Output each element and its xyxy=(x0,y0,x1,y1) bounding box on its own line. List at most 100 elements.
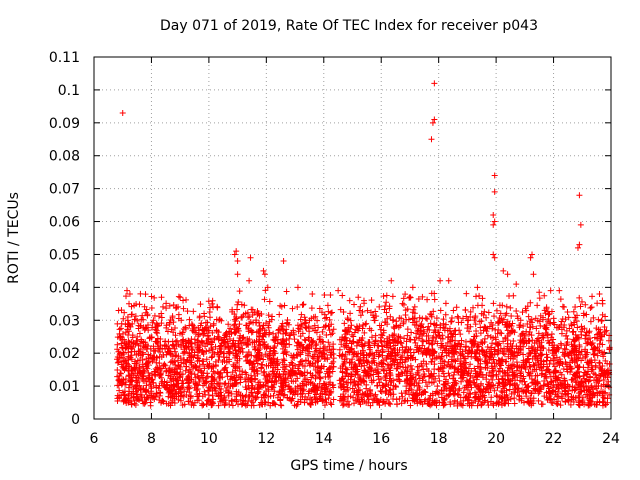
data-point xyxy=(375,360,382,367)
data-point xyxy=(114,382,121,389)
data-point xyxy=(286,341,293,348)
data-point xyxy=(358,360,365,367)
data-point xyxy=(262,287,269,294)
data-point xyxy=(457,331,464,338)
data-point xyxy=(530,271,537,278)
data-point xyxy=(132,366,139,373)
data-point xyxy=(545,311,552,318)
data-point xyxy=(557,360,564,367)
data-point xyxy=(325,395,332,402)
data-point xyxy=(327,331,334,338)
data-point xyxy=(309,325,316,332)
data-point xyxy=(156,382,163,389)
data-point xyxy=(152,347,159,354)
data-point xyxy=(374,399,381,406)
data-point xyxy=(473,293,480,300)
data-point xyxy=(411,397,418,404)
data-point xyxy=(457,352,464,359)
data-point xyxy=(447,338,454,345)
data-point xyxy=(338,384,345,391)
data-point xyxy=(294,346,301,353)
data-point xyxy=(114,341,121,348)
data-point xyxy=(542,310,549,317)
data-point xyxy=(139,361,146,368)
data-point xyxy=(595,316,602,323)
data-point xyxy=(426,400,433,407)
data-point xyxy=(491,172,498,179)
data-point xyxy=(555,324,562,331)
data-point xyxy=(359,341,366,348)
data-point xyxy=(527,397,534,404)
data-point xyxy=(364,393,371,400)
data-point xyxy=(204,362,211,369)
data-point xyxy=(274,366,281,373)
data-point xyxy=(116,387,123,394)
data-point xyxy=(128,376,135,383)
data-point xyxy=(572,337,579,344)
data-point xyxy=(594,352,601,359)
data-point xyxy=(474,284,481,291)
data-point xyxy=(270,364,277,371)
data-point xyxy=(579,397,586,404)
y-tick-label: 0.09 xyxy=(49,116,80,132)
data-point xyxy=(308,387,315,394)
data-point xyxy=(355,381,362,388)
data-point xyxy=(328,352,335,359)
data-point xyxy=(393,401,400,408)
data-point xyxy=(249,399,256,406)
data-point xyxy=(498,387,505,394)
x-tick-label: 22 xyxy=(545,431,563,447)
data-point xyxy=(491,188,498,195)
data-point xyxy=(442,300,449,307)
data-point xyxy=(132,375,139,382)
x-tick-label: 6 xyxy=(90,431,99,447)
data-point xyxy=(312,351,319,358)
data-point xyxy=(367,364,374,371)
data-point xyxy=(338,382,345,389)
data-point xyxy=(248,402,255,409)
data-point xyxy=(338,353,345,360)
data-point xyxy=(358,363,365,370)
data-point xyxy=(267,393,274,400)
data-point xyxy=(255,338,262,345)
data-point xyxy=(563,361,570,368)
data-point xyxy=(418,398,425,405)
data-point xyxy=(374,382,381,389)
data-point xyxy=(261,339,268,346)
data-point xyxy=(540,345,547,352)
data-point xyxy=(428,311,435,318)
data-point xyxy=(171,325,178,332)
data-point xyxy=(552,369,559,376)
data-point xyxy=(372,391,379,398)
data-point xyxy=(602,372,609,379)
data-point xyxy=(591,344,598,351)
data-point xyxy=(407,336,414,343)
data-point xyxy=(252,375,259,382)
data-point xyxy=(227,325,234,332)
data-point xyxy=(427,320,434,327)
data-point xyxy=(400,318,407,325)
data-point xyxy=(574,324,581,331)
data-point xyxy=(247,376,254,383)
data-point xyxy=(430,349,437,356)
data-point xyxy=(393,322,400,329)
data-point xyxy=(372,337,379,344)
data-point xyxy=(410,374,417,381)
data-point xyxy=(514,362,521,369)
data-point xyxy=(421,328,428,335)
data-point xyxy=(414,363,421,370)
data-point xyxy=(154,321,161,328)
data-point xyxy=(379,346,386,353)
data-point xyxy=(276,388,283,395)
data-point xyxy=(583,382,590,389)
data-point xyxy=(178,317,185,324)
data-point xyxy=(339,402,346,409)
data-point xyxy=(186,357,193,364)
data-point xyxy=(540,382,547,389)
data-point xyxy=(359,397,366,404)
data-point xyxy=(212,343,219,350)
data-point xyxy=(484,385,491,392)
data-point xyxy=(261,344,268,351)
data-point xyxy=(402,291,409,298)
data-point xyxy=(180,305,187,312)
